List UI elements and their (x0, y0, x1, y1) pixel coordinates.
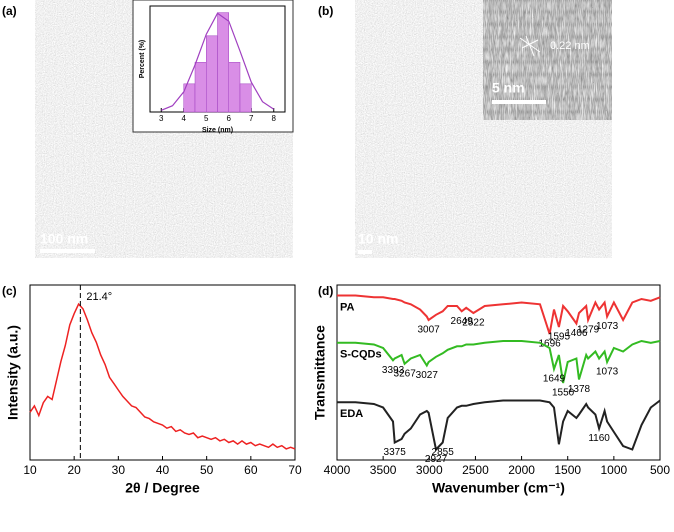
peak-label: 1649 (543, 374, 566, 385)
y-axis-label: Transmittance (312, 325, 328, 420)
spectrum-line (337, 339, 661, 384)
scale-bar-label: 10 nm (358, 231, 398, 247)
peak-label: 1279 (577, 325, 600, 336)
x-tick-label: 40 (156, 463, 170, 477)
x-tick-label: 500 (650, 463, 670, 477)
panel-label: (a) (2, 4, 17, 18)
peak-label: 1595 (548, 332, 571, 343)
x-tick-label: 7 (249, 114, 254, 123)
peak-label: 3375 (384, 447, 407, 458)
peak-label: 3393 (382, 365, 405, 376)
peak-label: 3027 (416, 370, 439, 381)
x-axis-label: 2θ / Degree (125, 479, 200, 495)
bar (206, 35, 218, 113)
x-tick-label: 1500 (554, 463, 581, 477)
x-tick-label: 3500 (370, 463, 397, 477)
x-tick-label: 70 (288, 463, 302, 477)
spectrum-line (337, 399, 661, 452)
series-label: PA (340, 301, 355, 313)
x-tick-label: 3000 (416, 463, 443, 477)
y-axis-label: Intensity (a.u.) (5, 325, 21, 420)
fit-curve (161, 12, 275, 111)
x-axis-label: Wavenumber (cm⁻¹) (432, 479, 565, 495)
peak-label: 2855 (432, 447, 455, 458)
peak-label: 3267 (394, 368, 417, 379)
peak-label: 2522 (462, 318, 485, 329)
x-tick-label: 5 (204, 114, 209, 123)
x-tick-label: 4000 (324, 463, 351, 477)
panel-label: (b) (318, 4, 333, 18)
hrtem-inset (482, 0, 613, 121)
lattice-marker (519, 35, 541, 57)
bar (228, 62, 241, 113)
panel-label: (d) (318, 284, 333, 298)
x-tick-label: 50 (200, 463, 214, 477)
bar (194, 62, 207, 113)
series-label: S-CQDs (340, 349, 382, 361)
x-tick-label: 3 (159, 114, 164, 123)
plot-frame (29, 284, 296, 461)
x-tick-label: 4 (182, 114, 187, 123)
scale-bar-label: 5 nm (492, 80, 525, 96)
peak-label: 1073 (596, 367, 619, 378)
scale-bar-label: 100 nm (40, 231, 88, 247)
peak-label: 1073 (596, 321, 619, 332)
bar (217, 12, 229, 113)
series-label: EDA (340, 408, 363, 420)
plot-frame (336, 284, 661, 461)
x-tick-label: 2000 (508, 463, 535, 477)
panel-label: (c) (2, 284, 17, 298)
xrd-line (29, 302, 296, 450)
peak-label: 1550 (552, 388, 575, 399)
x-tick-label: 30 (112, 463, 126, 477)
x-tick-label: 6 (227, 114, 232, 123)
peak-label: 2927 (425, 454, 448, 465)
y-axis-label: Percent (%) (139, 40, 146, 79)
x-tick-label: 20 (67, 463, 81, 477)
peak-label: 2649 (451, 316, 474, 327)
x-axis-label: Size (nm) (202, 127, 233, 134)
peak-label: 1378 (568, 384, 591, 395)
x-tick-label: 1000 (601, 463, 628, 477)
peak-label: 1160 (588, 433, 610, 444)
peak-label: 21.4° (86, 291, 112, 303)
x-tick-label: 8 (272, 114, 277, 123)
peak-label: 1696 (539, 339, 562, 350)
spectrum-line (337, 294, 661, 335)
x-tick-label: 60 (244, 463, 258, 477)
peak-label: 3007 (418, 325, 441, 336)
x-tick-label: 10 (23, 463, 37, 477)
lattice-label: 0.22 nm (550, 40, 590, 52)
bar (239, 83, 252, 113)
peak-label: 1406 (565, 328, 588, 339)
x-tick-label: 2500 (462, 463, 489, 477)
